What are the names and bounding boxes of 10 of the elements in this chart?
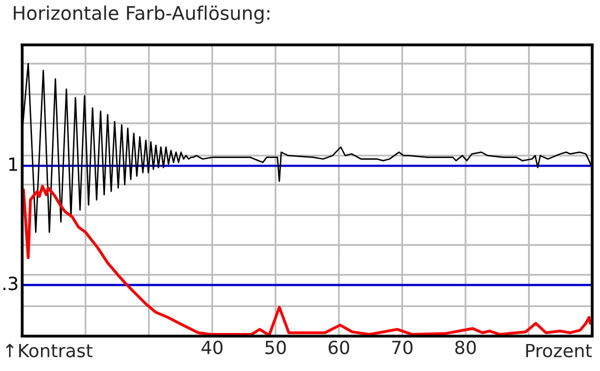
ref-line-label: 1 — [9, 158, 18, 171]
x-tick-label: 70 — [392, 340, 412, 354]
x-tick-label: 60 — [328, 340, 350, 354]
x-tick-label: 40 — [202, 340, 222, 354]
text: ↑Kontrast — [6, 344, 92, 358]
x-tick-label: 50 — [265, 340, 286, 354]
x-tick-label: 80 — [455, 340, 476, 354]
ref-line-label: .3 — [3, 276, 18, 290]
x-axis-title: Prozent — [526, 344, 592, 358]
chart-title: Horizontale Farb-Auflösung: — [14, 6, 270, 24]
